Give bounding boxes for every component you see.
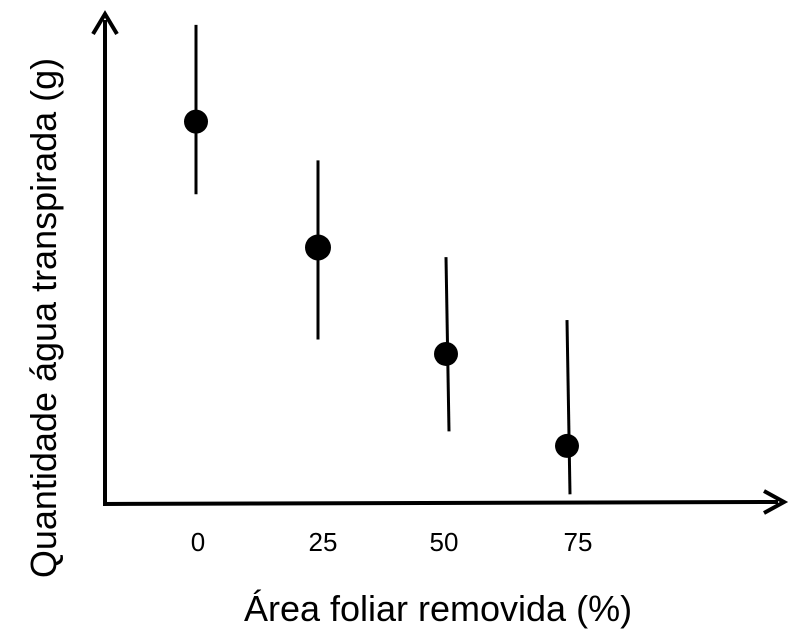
axes	[91, 10, 789, 515]
data-marks	[184, 24, 579, 495]
x-axis-label: Área foliar removida (%)	[244, 588, 632, 629]
data-point	[434, 341, 458, 366]
y-axis-arrowhead	[91, 10, 119, 36]
y-axis-label: Quantidade água transpirada (g)	[23, 58, 64, 578]
x-axis-line	[102, 500, 779, 506]
x-tick-label: 25	[309, 527, 338, 557]
data-point	[184, 109, 208, 134]
x-tick-label: 50	[430, 527, 459, 557]
data-point	[555, 433, 579, 458]
x-tick-label: 0	[191, 527, 205, 557]
x-axis-arrowhead	[763, 489, 789, 515]
x-tick-label: 75	[564, 527, 593, 557]
error-bar	[565, 320, 572, 495]
data-point	[305, 234, 331, 261]
x-tick-labels: 0 25 50 75	[191, 527, 593, 557]
